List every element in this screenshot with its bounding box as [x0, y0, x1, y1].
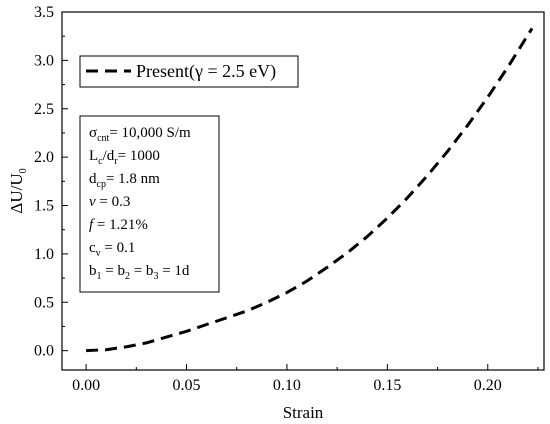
- y-tick-label: 0.0: [34, 343, 54, 360]
- y-tick-label: 3.5: [34, 4, 54, 21]
- y-tick-label: 0.5: [34, 294, 54, 311]
- y-tick-label: 1.0: [34, 246, 54, 263]
- x-tick-label: 0.20: [474, 377, 502, 394]
- y-axis-label: ΔU/U0: [7, 168, 29, 213]
- y-tick-label: 3.0: [34, 52, 54, 69]
- y-axis-ticks: 0.0 0.5 1.0 1.5 2.0 2.5 3.0 3.5: [34, 4, 68, 360]
- parameter-line: cv = 0.1: [89, 240, 135, 259]
- y-tick-label: 2.0: [34, 149, 54, 166]
- y-tick-label: 1.5: [34, 198, 54, 215]
- parameter-line: Lc/dr= 1000: [89, 148, 160, 167]
- parameter-box: σcnt= 10,000 S/m Lc/dr= 1000 dcp= 1.8 nm v …: [79, 115, 220, 293]
- x-axis-ticks: 0.00 0.05 0.10 0.15 0.20: [72, 364, 539, 394]
- parameter-box-frame: [79, 115, 220, 293]
- parameter-line: v = 0.3: [89, 194, 130, 210]
- x-tick-label: 0.05: [173, 377, 201, 394]
- plot-frame: [61, 11, 545, 371]
- x-tick-label: 0.00: [72, 377, 100, 394]
- x-tick-label: 0.15: [373, 377, 401, 394]
- series-line-present: [86, 27, 534, 353]
- x-tick-label: 0.10: [273, 377, 301, 394]
- x-axis-label: Strain: [283, 403, 324, 422]
- parameter-line: b1 = b2 = b3 = 1d: [89, 263, 190, 282]
- legend-label: Present(γ = 2.5 eV): [136, 61, 276, 82]
- parameter-line: f = 1.21%: [89, 217, 148, 233]
- legend: Present(γ = 2.5 eV): [79, 55, 299, 88]
- parameter-line: dcp= 1.8 nm: [89, 171, 160, 190]
- y-tick-label: 2.5: [34, 101, 54, 118]
- parameter-line: σcnt= 10,000 S/m: [89, 125, 191, 144]
